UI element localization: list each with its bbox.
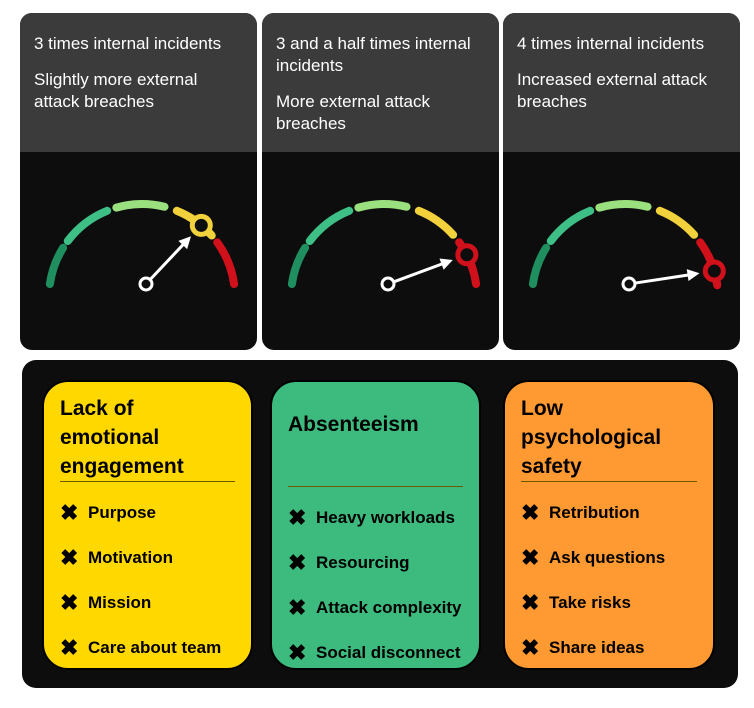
gauge-marker-ring: [702, 259, 726, 283]
item-label: Ask questions: [549, 547, 666, 567]
item-label: Mission: [88, 592, 152, 612]
item-label: Take risks: [549, 592, 631, 612]
gauge-segment: [546, 206, 595, 246]
caption-line: 3 and a half times internal incidents: [276, 34, 471, 75]
driver-card: Low psychological safety ✖ Retribution ✖ Ask…: [503, 380, 715, 670]
cross-mark-icon: ✖: [288, 549, 307, 575]
needle-pivot: [138, 276, 154, 292]
cross-mark-icon: ✖: [288, 639, 307, 665]
item-label: Resourcing: [316, 552, 410, 572]
gauge-caption: 4 times internal incidents Increased exte…: [503, 13, 740, 152]
gauge-panel: 4 times internal incidents Increased exte…: [503, 13, 740, 350]
divider: [288, 486, 463, 487]
card-item: ✖ Resourcing: [288, 540, 463, 585]
card-title: Absenteeism: [288, 413, 419, 436]
needle-arrowhead: [439, 258, 453, 270]
cross-mark-icon: ✖: [288, 504, 307, 530]
card-item: ✖ Heavy workloads: [288, 495, 463, 540]
needle: [635, 273, 692, 285]
card-item: ✖ Mission: [60, 580, 235, 625]
item-label: Purpose: [88, 502, 157, 522]
gauge-segment: [213, 238, 239, 289]
driver-card: Lack of emotional engagement ✖ Purpose ✖ Mot…: [42, 380, 253, 670]
card-item: ✖ Social disconnect: [288, 630, 463, 675]
cross-mark-icon: ✖: [521, 634, 540, 660]
caption-line: Slightly more external attack breaches: [34, 70, 198, 111]
gauge-marker-ring: [455, 243, 479, 267]
caption-line: 3 times internal incidents: [34, 34, 222, 53]
item-label: Motivation: [88, 547, 173, 567]
gauge: [287, 200, 481, 292]
gauge-segment: [112, 200, 169, 212]
gauge-segment: [414, 206, 458, 239]
caption-line: Increased external attack breaches: [517, 70, 707, 111]
caption-line: 4 times internal incidents: [517, 34, 705, 53]
gauge-segment: [528, 243, 551, 289]
gauge-segment: [655, 206, 699, 239]
needle: [394, 261, 446, 283]
card-item: ✖ Take risks: [521, 580, 697, 625]
card-title: Low psychological safety: [521, 397, 662, 478]
gauge-segment: [287, 243, 310, 289]
card-item: ✖ Retribution: [521, 490, 697, 535]
gauge-segment: [305, 206, 354, 246]
gauge-caption: 3 and a half times internal incidents Mor…: [262, 13, 499, 152]
gauge-segment: [63, 206, 112, 246]
needle-pivot: [621, 276, 637, 292]
cross-mark-icon: ✖: [60, 589, 79, 615]
needle-arrowhead: [686, 269, 700, 282]
card-item: ✖ Ask questions: [521, 535, 697, 580]
gauge-caption: 3 times internal incidents Slightly more …: [20, 13, 257, 152]
card-item: ✖ Purpose: [60, 490, 235, 535]
gauge-segment: [354, 200, 411, 212]
item-label: Share ideas: [549, 637, 645, 657]
cross-mark-icon: ✖: [60, 544, 79, 570]
gauge-panel: 3 and a half times internal incidents Mor…: [262, 13, 499, 350]
item-label: Attack complexity: [316, 597, 462, 617]
item-label: Social disconnect: [316, 642, 461, 662]
card-item: ✖ Care about team: [60, 625, 235, 670]
card-title: Lack of emotional engagement: [60, 397, 184, 478]
cross-mark-icon: ✖: [521, 589, 540, 615]
gauge: [528, 200, 726, 292]
card-item: ✖ Motivation: [60, 535, 235, 580]
gauge-segment: [45, 243, 68, 289]
card-item: ✖ Attack complexity: [288, 585, 463, 630]
needle-arrowhead: [178, 236, 191, 250]
gauge-segment: [595, 200, 652, 212]
divider: [60, 481, 235, 482]
item-label: Heavy workloads: [316, 507, 455, 527]
divider: [521, 481, 697, 482]
gauge-marker-ring: [189, 213, 213, 237]
gauge-panel: 3 times internal incidents Slightly more …: [20, 13, 257, 350]
cross-mark-icon: ✖: [60, 499, 79, 525]
cross-mark-icon: ✖: [521, 499, 540, 525]
needle: [149, 241, 187, 280]
gauge: [45, 200, 239, 292]
needle-pivot: [380, 276, 396, 292]
cross-mark-icon: ✖: [288, 594, 307, 620]
cross-mark-icon: ✖: [60, 634, 79, 660]
driver-card: Absenteeism ✖ Heavy workloads ✖ Resourcing ✖ A…: [270, 380, 481, 670]
item-label: Care about team: [88, 637, 222, 657]
caption-line: More external attack breaches: [276, 92, 431, 133]
card-item: ✖ Share ideas: [521, 625, 697, 670]
cross-mark-icon: ✖: [521, 544, 540, 570]
item-label: Retribution: [549, 502, 640, 522]
